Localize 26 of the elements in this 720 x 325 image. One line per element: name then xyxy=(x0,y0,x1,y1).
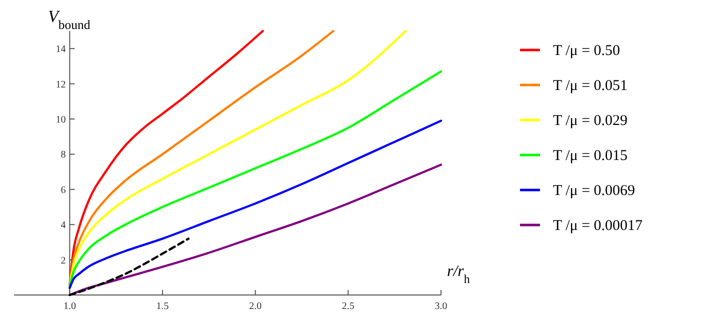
legend-label: T /μ = 0.50 xyxy=(553,43,620,59)
x-axis-title: r/r$_{h}$ xyxy=(447,263,470,286)
line-series xyxy=(68,238,190,296)
legend-label: T /μ = 0.051 xyxy=(553,78,628,94)
legend-label: T /μ = 0.015 xyxy=(553,148,628,164)
legend-label: T /μ = 0.0069 xyxy=(553,183,636,199)
y-tick-label: 8 xyxy=(60,150,66,161)
y-axis-title: V$_{bound}$ xyxy=(48,7,91,32)
line-series xyxy=(68,30,334,286)
y-tick-label: 10 xyxy=(56,114,66,126)
x-tick-label: 1.0 xyxy=(63,301,76,312)
line-series xyxy=(68,164,442,296)
line-series xyxy=(68,30,407,288)
y-tick-label: 14 xyxy=(56,44,66,56)
y-tick-label: 4 xyxy=(60,220,66,232)
x-tick-label: 2.0 xyxy=(249,301,262,312)
legend-label: T /μ = 0.029 xyxy=(553,113,628,129)
line-series xyxy=(68,70,442,288)
x-tick-label: 3.0 xyxy=(434,301,448,312)
x-tick-label: 2.5 xyxy=(342,301,354,312)
y-tick-label: 12 xyxy=(56,79,66,90)
x-tick-label: 1.5 xyxy=(156,301,169,312)
y-tick-label: 6 xyxy=(60,184,66,196)
line-series xyxy=(68,120,442,290)
legend-label: T /μ = 0.00017 xyxy=(553,218,644,234)
y-tick-label: 2 xyxy=(60,255,66,266)
